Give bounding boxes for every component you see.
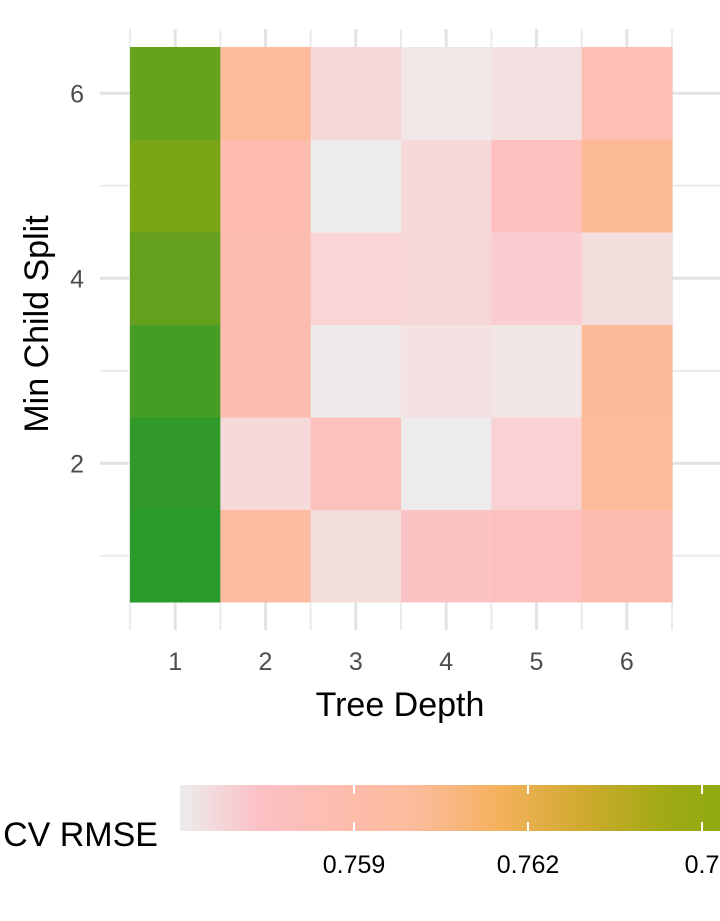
heatmap-cell: [130, 139, 221, 233]
heatmap-cell: [401, 139, 492, 233]
heatmap-cell: [491, 509, 583, 603]
heatmap-cell: [401, 232, 492, 325]
y-axis-title: Min Child Split: [18, 215, 56, 433]
heatmap-cell: [491, 139, 583, 233]
heatmap-cell: [130, 232, 221, 325]
heatmap-cell: [491, 47, 583, 140]
legend-title: CV RMSE: [3, 816, 158, 854]
heatmap-cell: [581, 47, 673, 140]
y-tick-label: 6: [70, 80, 84, 108]
heatmap-cell: [220, 324, 312, 418]
heatmap-cell: [310, 47, 402, 140]
heatmap-cell: [130, 47, 221, 140]
legend-ticks: 0.759 0.762 0.7: [323, 785, 720, 879]
heatmap-cell: [581, 232, 673, 325]
heatmap-cell: [310, 139, 402, 233]
x-tick-label: 2: [259, 648, 273, 676]
x-tick-label: 3: [349, 648, 363, 676]
heatmap-cell: [401, 417, 492, 510]
x-axis-title: Tree Depth: [316, 686, 485, 724]
x-tick-label: 6: [620, 648, 634, 676]
heatmap-cell: [130, 324, 221, 418]
legend-label: 0.759: [323, 851, 386, 879]
heatmap-cell: [491, 324, 583, 418]
heatmap-cell: [401, 47, 492, 140]
y-tick-label: 4: [70, 265, 84, 293]
x-tick-label: 5: [530, 648, 544, 676]
axis-ticks: 1 2 3 4 5 6 2 4 6: [70, 80, 634, 676]
heatmap-cell: [581, 139, 673, 233]
heatmap-cell: [491, 232, 583, 325]
legend: CV RMSE 0.759 0.762 0.7: [3, 785, 720, 879]
heatmap-cell: [130, 417, 221, 510]
legend-label: 0.7: [685, 851, 720, 879]
heatmap-cell: [220, 232, 312, 325]
legend-colorbar: [180, 785, 720, 831]
heatmap-cell: [581, 509, 673, 603]
x-tick-label: 4: [439, 648, 453, 676]
heatmap-cell: [581, 324, 673, 418]
heatmap-cell: [310, 232, 402, 325]
legend-label: 0.762: [497, 851, 560, 879]
heatmap-cell: [220, 509, 312, 603]
heatmap-cell: [310, 417, 402, 510]
heatmap-cell: [401, 509, 492, 603]
heatmap-cell: [220, 417, 312, 510]
heatmap-cell: [310, 509, 402, 603]
heatmap-cell: [401, 324, 492, 418]
heatmap-cell: [581, 417, 673, 510]
x-tick-label: 1: [168, 648, 182, 676]
heatmap-cell: [220, 47, 312, 140]
y-tick-label: 2: [70, 450, 84, 478]
heatmap-cells: [130, 47, 673, 603]
heatmap-cell: [310, 324, 402, 418]
heatmap-cell: [220, 139, 312, 233]
heatmap-cell: [130, 509, 221, 603]
heatmap-cell: [491, 417, 583, 510]
